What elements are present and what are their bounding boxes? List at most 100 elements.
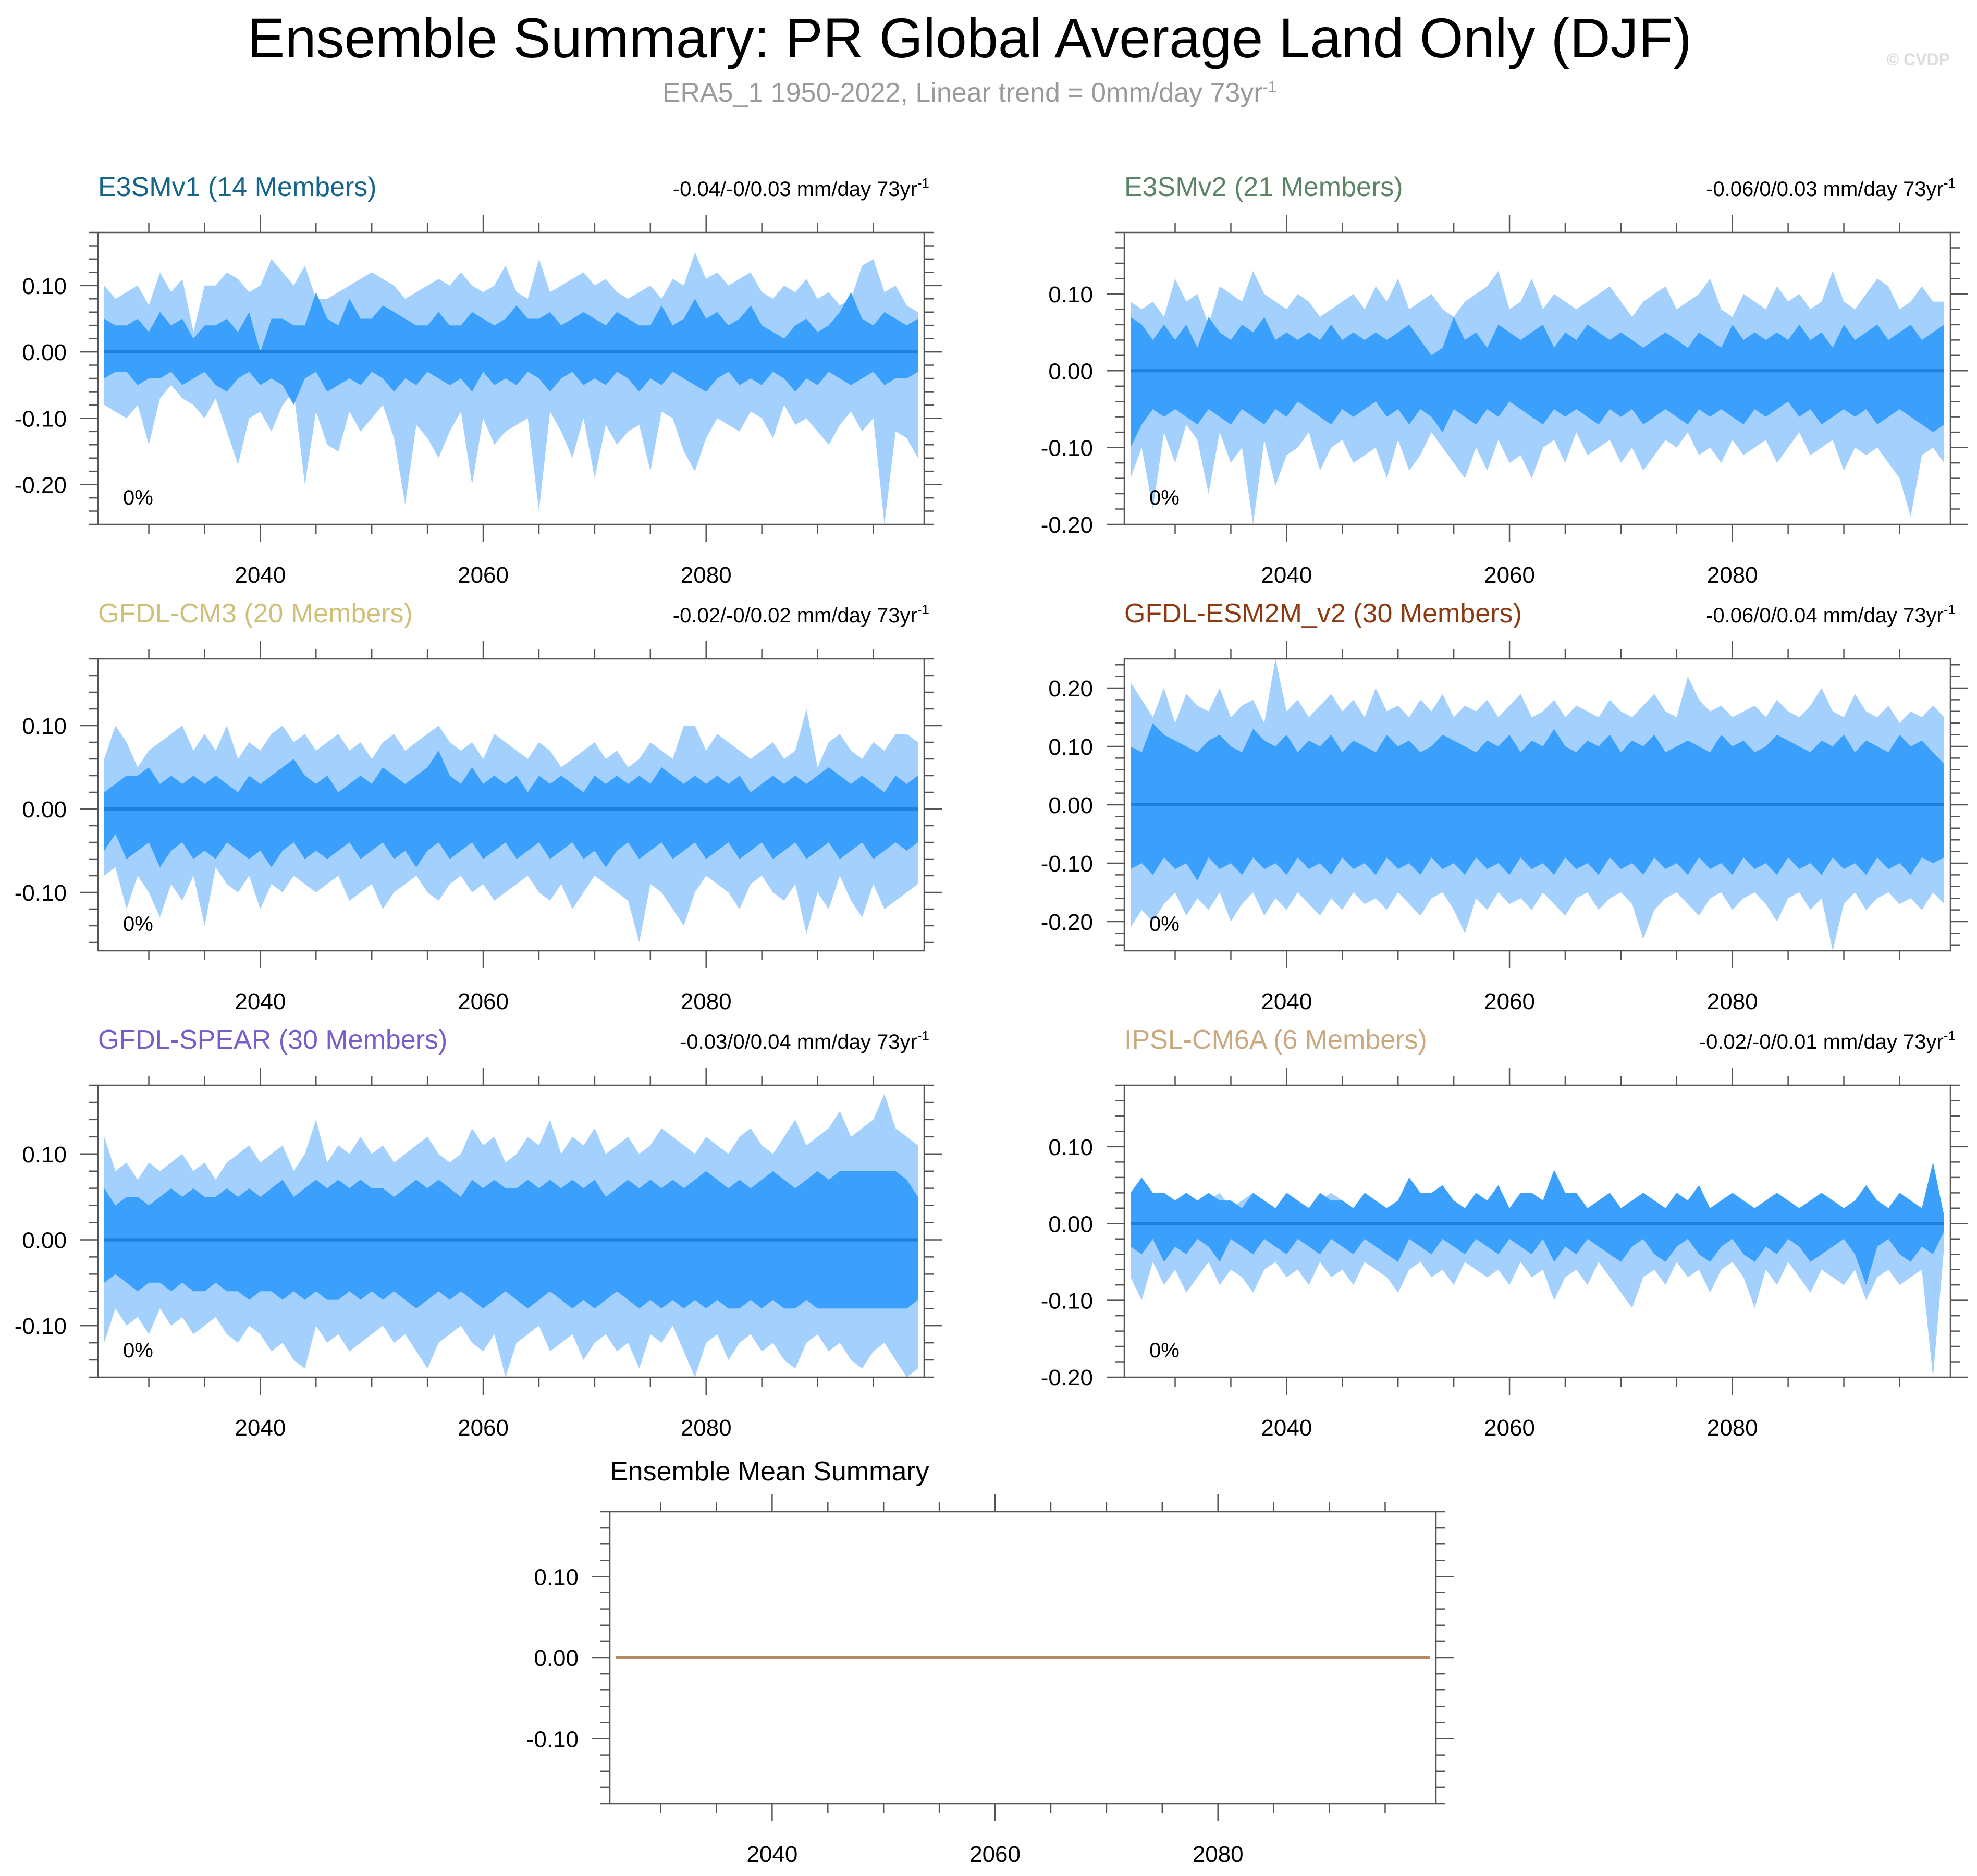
chart-panel-2: 2040 2060 2080 0.10 0.00 -0.10 -0.20 E3SMv2 (21…: [1041, 172, 1968, 588]
y-tick-label: 0.00: [1048, 359, 1093, 384]
x-tick-label: 2040: [235, 989, 286, 1014]
y-tick-label: -0.10: [1041, 851, 1093, 877]
plot-frame: [1123, 1084, 1951, 1378]
y-tick-label: 0.20: [1048, 676, 1093, 702]
figure-title: Ensemble Summary: PR Global Average Land…: [247, 6, 1692, 69]
plot-area: [1131, 1162, 1944, 1377]
x-tick-label: 2080: [1707, 989, 1758, 1014]
x-tick-label: 2060: [1484, 989, 1535, 1014]
y-tick-label: -0.10: [1041, 1289, 1093, 1314]
x-tick-label: 2080: [1707, 562, 1758, 588]
trend-label-superscript: -1: [917, 1028, 929, 1044]
trend-label-superscript: -1: [1944, 602, 1956, 617]
y-tick-label: 0.00: [22, 340, 67, 365]
x-tick-label: 2040: [1261, 1415, 1312, 1441]
trend-label-text: -0.06/0/0.04 mm/day 73yr: [1706, 604, 1944, 627]
panel-title: IPSL-CM6A (6 Members): [1124, 1025, 1427, 1055]
chart-panel-1: 2040 2060 2080 0.10 0.00 -0.10 -0.20 E3SMv1 (14…: [15, 172, 942, 588]
inner-band-area: [104, 292, 918, 405]
x-tick-label: 2080: [1707, 1415, 1758, 1441]
x-tick-label: 2060: [969, 1842, 1021, 1867]
percent-label: 0%: [1149, 1339, 1180, 1362]
plot-area: [104, 252, 918, 524]
subtitle-superscript: -1: [1262, 78, 1277, 96]
trend-label-text: -0.04/-0/0.03 mm/day 73yr: [673, 178, 917, 201]
percent-label: 0%: [123, 913, 153, 936]
panel-title: GFDL-CM3 (20 Members): [98, 598, 413, 629]
percent-label: 0%: [123, 486, 153, 509]
panel-title: E3SMv2 (21 Members): [1124, 172, 1403, 202]
figure-subtitle: ERA5_1 1950-2022, Linear trend = 0mm/day…: [0, 77, 1939, 108]
y-tick-label: 0.10: [534, 1564, 579, 1590]
y-tick-label: -0.10: [15, 880, 67, 906]
inner-band-area: [1131, 723, 1944, 881]
y-tick-label: -0.20: [15, 473, 67, 498]
plot-area: [1131, 271, 1944, 524]
y-tick-label: 0.10: [1048, 1135, 1093, 1160]
x-tick-label: 2040: [746, 1842, 797, 1867]
panel-title: E3SMv1 (14 Members): [98, 172, 377, 202]
x-tick-label: 2040: [1261, 989, 1312, 1014]
trend-label-text: -0.02/-0/0.01 mm/day 73yr: [1699, 1031, 1944, 1053]
chart-panel-4: 2040 2060 2080 0.20 0.10 0.00 -0.10 -0.20 GFDL-E…: [1041, 598, 1968, 1014]
x-tick-label: 2060: [458, 989, 509, 1014]
plot-area: [104, 709, 918, 942]
y-tick-label: 0.10: [1048, 282, 1093, 308]
percent-label: 0%: [1149, 486, 1180, 509]
x-tick-label: 2080: [681, 562, 732, 588]
y-tick-label: -0.20: [1041, 512, 1093, 538]
y-tick-label: 0.10: [22, 1142, 67, 1168]
trend-label-superscript: -1: [1944, 1028, 1956, 1044]
trend-label-superscript: -1: [1944, 175, 1956, 191]
x-tick-label: 2040: [1261, 562, 1312, 588]
panel-title: GFDL-SPEAR (30 Members): [98, 1025, 447, 1055]
cvdp-watermark: © CVDP: [1886, 50, 1950, 69]
panel-title: GFDL-ESM2M_v2 (30 Members): [1124, 598, 1522, 629]
trend-label: -0.03/0/0.04 mm/day 73yr-1: [680, 1028, 929, 1053]
x-tick-label: 2080: [1193, 1842, 1244, 1867]
trend-label-text: -0.03/0/0.04 mm/day 73yr: [680, 1031, 917, 1053]
trend-label: -0.02/-0/0.01 mm/day 73yr-1: [1699, 1028, 1956, 1053]
y-tick-label: 0.00: [1048, 793, 1093, 818]
trend-label: -0.02/-0/0.02 mm/day 73yr-1: [673, 602, 929, 627]
trend-label-superscript: -1: [917, 602, 929, 617]
chart-panel-3: 2040 2060 2080 0.10 0.00 -0.10 GFDL-CM3 (20 Me…: [15, 598, 942, 1014]
x-tick-label: 2080: [681, 1415, 732, 1441]
percent-label: 0%: [123, 1339, 153, 1362]
y-tick-label: 0.10: [22, 274, 67, 299]
plot-frame: [97, 1084, 925, 1378]
x-tick-label: 2040: [235, 562, 286, 588]
plot-area: [104, 1094, 918, 1377]
y-tick-label: 0.00: [534, 1646, 579, 1671]
y-tick-label: 0.00: [22, 1228, 67, 1253]
trend-label: -0.04/-0/0.03 mm/day 73yr-1: [673, 175, 929, 201]
panel-title: Ensemble Mean Summary: [610, 1456, 929, 1487]
plot-area: [1131, 659, 1944, 951]
y-tick-label: 0.00: [22, 797, 67, 823]
plot-frame: [97, 658, 925, 952]
x-tick-label: 2060: [1484, 1415, 1535, 1441]
trend-label-text: -0.02/-0/0.02 mm/day 73yr: [673, 604, 917, 627]
percent-label: 0%: [1149, 913, 1180, 936]
trend-label-text: -0.06/0/0.03 mm/day 73yr: [1706, 178, 1944, 201]
y-tick-label: -0.10: [15, 1314, 67, 1339]
y-tick-label: -0.10: [526, 1727, 579, 1752]
y-tick-label: -0.20: [1041, 910, 1093, 935]
x-tick-label: 2060: [458, 562, 509, 588]
trend-label-superscript: -1: [917, 175, 929, 191]
inner-band-area: [1131, 317, 1944, 448]
y-tick-label: 0.10: [22, 714, 67, 739]
x-tick-label: 2060: [458, 1415, 509, 1441]
x-tick-label: 2060: [1484, 562, 1535, 588]
y-tick-label: 0.00: [1048, 1211, 1093, 1237]
y-tick-label: -0.10: [1041, 436, 1093, 461]
chart-panel-7: 2040 2060 2080 0.10 0.00 -0.10 Ensemble Mean S…: [526, 1456, 1454, 1867]
y-tick-label: -0.10: [15, 406, 67, 432]
trend-label: -0.06/0/0.04 mm/day 73yr-1: [1706, 602, 1956, 627]
trend-label: -0.06/0/0.03 mm/day 73yr-1: [1706, 175, 1956, 201]
y-tick-label: -0.20: [1041, 1365, 1093, 1391]
x-tick-label: 2040: [235, 1415, 286, 1441]
y-tick-label: 0.10: [1048, 734, 1093, 760]
chart-panel-5: 2040 2060 2080 0.10 0.00 -0.10 GFDL-SPEAR (30 …: [15, 1025, 942, 1441]
